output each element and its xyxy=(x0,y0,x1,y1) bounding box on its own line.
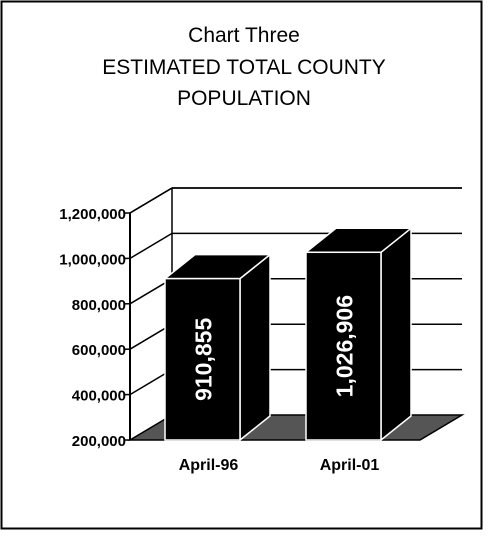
x-category-label: April-01 xyxy=(320,457,380,474)
y-tick-label: 800,000 xyxy=(72,297,126,314)
bar-side xyxy=(380,226,412,442)
chart-title: Chart Three xyxy=(188,24,300,47)
bar-front xyxy=(305,251,382,441)
bar-april-01: 1,026,906 xyxy=(303,226,414,442)
chart-subtitle-line-2: POPULATION xyxy=(177,87,311,110)
bar-april-96: 910,855 xyxy=(162,253,273,442)
gridline-left-wall xyxy=(129,187,173,214)
bar-front xyxy=(164,277,241,441)
chart-subtitle-line-1: ESTIMATED TOTAL COUNTY xyxy=(102,56,386,79)
y-tick-label: 1,000,000 xyxy=(59,251,126,268)
bar-value-label: 1,026,906 xyxy=(332,295,358,397)
gridline-left-wall xyxy=(129,232,173,260)
y-tick-label: 200,000 xyxy=(72,433,126,450)
x-category-label: April-96 xyxy=(179,457,239,474)
chart-frame: Chart Three ESTIMATED TOTAL COUNTY POPUL… xyxy=(0,0,483,530)
y-tick-label: 600,000 xyxy=(72,342,126,359)
bar-side xyxy=(239,253,271,442)
y-tick-label: 1,200,000 xyxy=(59,206,126,223)
y-tick-label: 400,000 xyxy=(72,388,126,405)
bar-value-label: 910,855 xyxy=(191,318,217,401)
plot-area: 200,000 400,000 600,000 800,000 1,000,000 1,2… xyxy=(59,187,465,474)
